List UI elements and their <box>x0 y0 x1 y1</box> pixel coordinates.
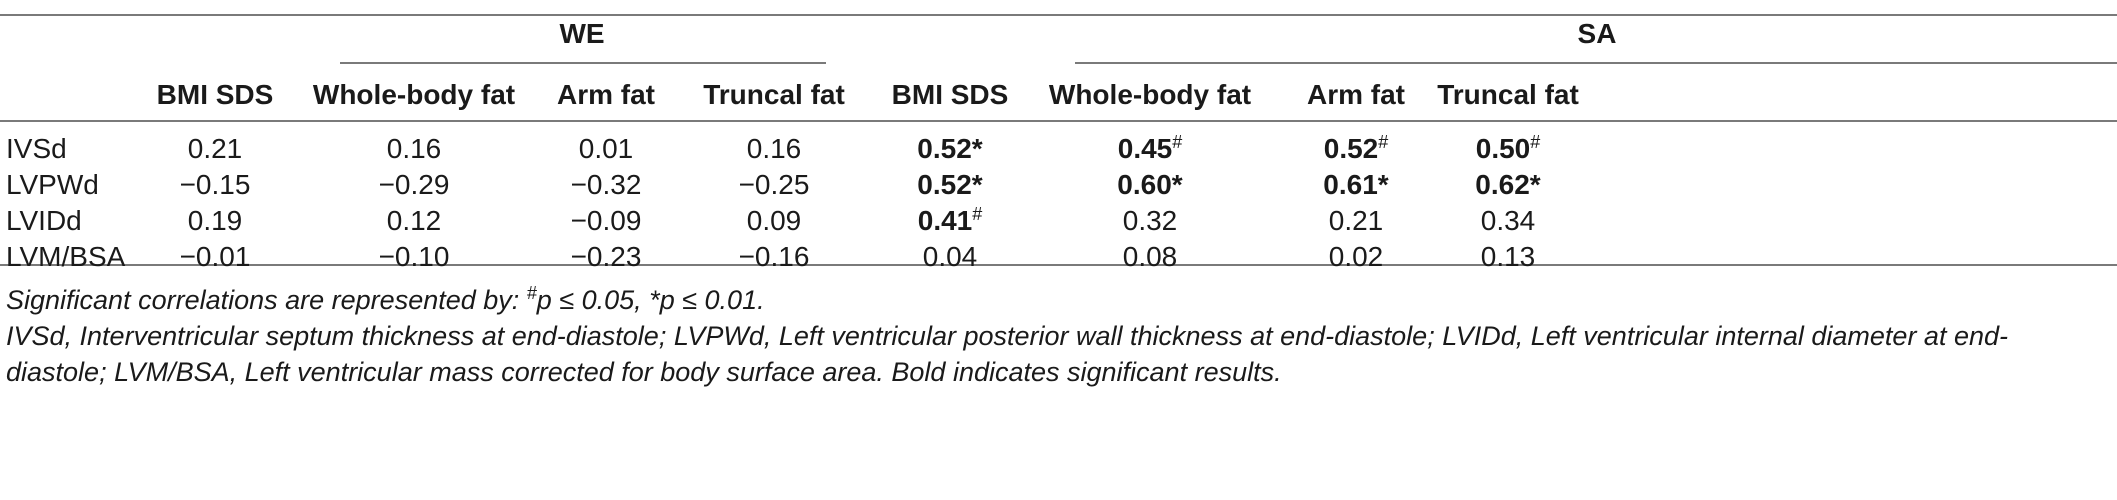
table-cell: −0.23 <box>571 240 642 274</box>
table-cell: 0.60* <box>1117 168 1182 202</box>
table-cell: 0.52* <box>917 168 982 202</box>
col-header-sa-whole-body-fat: Whole-body fat <box>1048 79 1252 110</box>
row-label: LVM/BSA <box>6 241 126 272</box>
table-cell: 0.62* <box>1475 168 1540 202</box>
cell-value: −0.25 <box>738 169 810 200</box>
group-header-sa: SA <box>1577 18 1617 49</box>
table-cell: 0.50# <box>1476 132 1541 166</box>
table-cell: −0.25 <box>739 168 810 202</box>
cell-value: 0.08 <box>1122 241 1178 272</box>
header-bottom-rule <box>0 120 2117 122</box>
cell-value: 0.13 <box>1480 241 1536 272</box>
cell-significance-marker: # <box>1378 132 1389 152</box>
table-cell: 0.04 <box>923 240 978 274</box>
col-header-sa-bmi-sds: BMI SDS <box>891 79 1009 110</box>
table-cell: −0.29 <box>379 168 450 202</box>
col-header-we-whole-body-fat: Whole-body fat <box>312 79 516 110</box>
group-header-we: WE <box>559 18 605 49</box>
row-label: LVIDd <box>6 205 82 236</box>
col-header-sa-arm-fat: Arm fat <box>1306 79 1406 110</box>
cell-value: 0.02 <box>1328 241 1384 272</box>
table-cell: 0.45# <box>1118 132 1183 166</box>
cell-value: 0.19 <box>187 205 243 236</box>
table-cell: 0.52* <box>917 132 982 166</box>
cell-value: 0.45 <box>1117 133 1173 164</box>
col-header-we-arm-fat: Arm fat <box>556 79 656 110</box>
table-cell: 0.61* <box>1323 168 1388 202</box>
cell-value: 0.21 <box>187 133 243 164</box>
col-header-we-bmi-sds: BMI SDS <box>156 79 274 110</box>
cell-value: 0.16 <box>386 133 442 164</box>
table-cell: 0.34 <box>1481 204 1536 238</box>
footnote-significance: Significant correlations are represented… <box>6 282 2106 318</box>
cell-value: 0.12 <box>386 205 442 236</box>
table-cell: −0.16 <box>739 240 810 274</box>
table-cell: −0.10 <box>379 240 450 274</box>
cell-significance-marker: # <box>972 204 983 224</box>
cell-value: 0.04 <box>922 241 978 272</box>
table-top-rule <box>0 14 2117 16</box>
cell-value: 0.52 <box>1323 133 1379 164</box>
table-cell: 0.02 <box>1329 240 1384 274</box>
table-cell: 0.21 <box>1329 204 1384 238</box>
cell-value: −0.16 <box>738 241 810 272</box>
cell-value: 0.01 <box>578 133 634 164</box>
cell-value: 0.09 <box>746 205 802 236</box>
table-cell: −0.01 <box>180 240 251 274</box>
sa-group-rule <box>1075 62 2117 64</box>
cell-value: 0.34 <box>1480 205 1536 236</box>
cell-value: 0.32 <box>1122 205 1178 236</box>
footnote-abbreviations: IVSd, Interventricular septum thickness … <box>6 321 2008 387</box>
table-cell: 0.52# <box>1324 132 1389 166</box>
table-cell: 0.16 <box>387 132 442 166</box>
cell-value: 0.60* <box>1117 169 1183 200</box>
footnote-significance-suffix: p ≤ 0.05, *p ≤ 0.01. <box>536 285 765 315</box>
cell-value: −0.15 <box>179 169 251 200</box>
table-cell: 0.08 <box>1123 240 1178 274</box>
cell-value: −0.29 <box>378 169 450 200</box>
cell-value: 0.16 <box>746 133 802 164</box>
table-cell: 0.01 <box>579 132 634 166</box>
cell-value: 0.41 <box>917 205 973 236</box>
cell-value: 0.52* <box>917 133 983 164</box>
cell-value: −0.10 <box>378 241 450 272</box>
table-cell: 0.19 <box>188 204 243 238</box>
cell-significance-marker: # <box>1172 132 1183 152</box>
cell-value: 0.62* <box>1475 169 1541 200</box>
table-cell: −0.15 <box>180 168 251 202</box>
cell-value: 0.21 <box>1328 205 1384 236</box>
table-cell: 0.32 <box>1123 204 1178 238</box>
table-cell: 0.21 <box>188 132 243 166</box>
col-header-we-truncal-fat: Truncal fat <box>703 79 845 110</box>
table-cell: 0.16 <box>747 132 802 166</box>
cell-value: −0.32 <box>570 169 642 200</box>
table-cell: −0.32 <box>571 168 642 202</box>
table-bottom-rule <box>0 264 2117 266</box>
table-cell: 0.41# <box>918 204 983 238</box>
cell-significance-marker: # <box>1530 132 1541 152</box>
cell-value: −0.09 <box>570 205 642 236</box>
cell-value: 0.61* <box>1323 169 1389 200</box>
we-group-rule <box>340 62 826 64</box>
footnote-significance-sup: # <box>526 283 537 303</box>
row-label: LVPWd <box>6 169 99 200</box>
table-cell: −0.09 <box>571 204 642 238</box>
table-cell: 0.12 <box>387 204 442 238</box>
footnote-significance-prefix: Significant correlations are represented… <box>6 285 527 315</box>
table-cell: 0.13 <box>1481 240 1536 274</box>
cell-value: 0.52* <box>917 169 983 200</box>
cell-value: −0.01 <box>179 241 251 272</box>
col-header-sa-truncal-fat: Truncal fat <box>1437 79 1579 110</box>
table-cell: 0.09 <box>747 204 802 238</box>
cell-value: 0.50 <box>1475 133 1531 164</box>
cell-value: −0.23 <box>570 241 642 272</box>
row-label: IVSd <box>6 133 67 164</box>
